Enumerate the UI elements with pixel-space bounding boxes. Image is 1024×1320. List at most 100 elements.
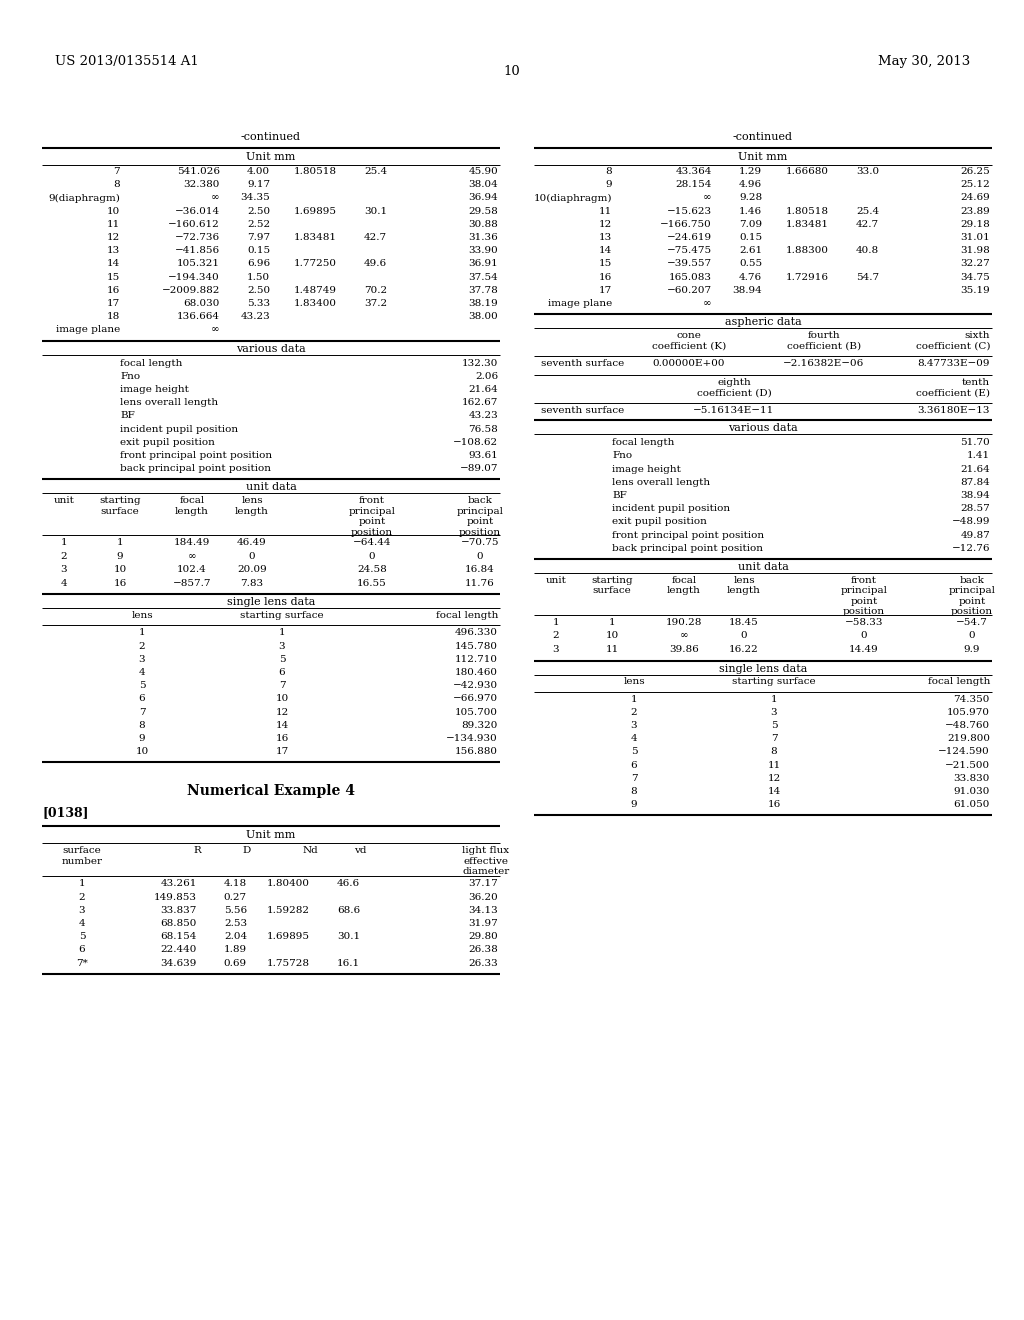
Text: 10: 10 [504,65,520,78]
Text: 3: 3 [79,906,85,915]
Text: front principal point position: front principal point position [612,531,764,540]
Text: Numerical Example 4: Numerical Example 4 [187,784,355,799]
Text: ∞: ∞ [703,300,712,308]
Text: 7.83: 7.83 [241,579,263,587]
Text: BF: BF [120,412,135,420]
Text: −36.014: −36.014 [175,207,220,215]
Text: 2: 2 [79,892,85,902]
Text: 1.80518: 1.80518 [786,207,829,215]
Text: 1: 1 [279,628,286,638]
Text: focal length: focal length [928,677,990,686]
Text: image plane: image plane [55,326,120,334]
Text: −166.750: −166.750 [660,220,712,228]
Text: 1.50: 1.50 [247,273,270,281]
Text: 1.75728: 1.75728 [267,958,310,968]
Text: 496.330: 496.330 [455,628,498,638]
Text: -continued: -continued [241,132,301,143]
Text: 1.83481: 1.83481 [294,234,337,242]
Text: 136.664: 136.664 [177,313,220,321]
Text: 3.36180E−13: 3.36180E−13 [918,407,990,416]
Text: 13: 13 [106,247,120,255]
Text: Unit mm: Unit mm [247,830,296,841]
Text: 29.18: 29.18 [961,220,990,228]
Text: 1: 1 [608,618,615,627]
Text: 4.76: 4.76 [739,273,762,281]
Text: lens: lens [131,611,153,620]
Text: 42.7: 42.7 [364,234,387,242]
Text: 1.59282: 1.59282 [267,906,310,915]
Text: ∞: ∞ [211,194,220,202]
Text: 43.364: 43.364 [676,168,712,176]
Text: 2.06: 2.06 [475,372,498,380]
Text: unit: unit [53,496,75,506]
Text: −72.736: −72.736 [175,234,220,242]
Text: 11: 11 [605,645,618,653]
Text: 11.76: 11.76 [465,579,495,587]
Text: 22.440: 22.440 [161,945,197,954]
Text: 23.89: 23.89 [961,207,990,215]
Text: 9(diaphragm): 9(diaphragm) [48,194,120,202]
Text: D: D [243,846,251,855]
Text: 28.154: 28.154 [676,181,712,189]
Text: ∞: ∞ [680,631,688,640]
Text: 14: 14 [767,787,780,796]
Text: 15: 15 [599,260,612,268]
Text: 2.52: 2.52 [247,220,270,228]
Text: −24.619: −24.619 [667,234,712,242]
Text: 33.90: 33.90 [468,247,498,255]
Text: −124.590: −124.590 [938,747,990,756]
Text: −134.930: −134.930 [446,734,498,743]
Text: back
principal
point
position: back principal point position [457,496,504,537]
Text: 3: 3 [631,721,637,730]
Text: [0138]: [0138] [42,807,88,820]
Text: −70.75: −70.75 [461,539,500,548]
Text: 10(diaphragm): 10(diaphragm) [534,194,612,202]
Text: May 30, 2013: May 30, 2013 [878,55,970,69]
Text: focal
length: focal length [175,496,209,516]
Text: 5.33: 5.33 [247,300,270,308]
Text: 8: 8 [605,168,612,176]
Text: 9: 9 [138,734,145,743]
Text: 16.55: 16.55 [357,579,387,587]
Text: 12: 12 [599,220,612,228]
Text: 21.64: 21.64 [961,465,990,474]
Text: 10: 10 [106,207,120,215]
Text: ∞: ∞ [703,194,712,202]
Text: incident pupil position: incident pupil position [120,425,239,433]
Text: 0: 0 [740,631,748,640]
Text: 1.83400: 1.83400 [294,300,337,308]
Text: −41.856: −41.856 [175,247,220,255]
Text: 165.083: 165.083 [669,273,712,281]
Text: 0.27: 0.27 [224,892,247,902]
Text: 91.030: 91.030 [953,787,990,796]
Text: image height: image height [612,465,681,474]
Text: 31.98: 31.98 [961,247,990,255]
Text: front principal point position: front principal point position [120,451,272,459]
Text: 1: 1 [631,694,637,704]
Text: 5: 5 [138,681,145,690]
Text: 5: 5 [631,747,637,756]
Text: 1: 1 [771,694,777,704]
Text: 68.850: 68.850 [161,919,197,928]
Text: ∞: ∞ [187,552,197,561]
Text: lens: lens [624,677,645,686]
Text: 70.2: 70.2 [364,286,387,294]
Text: cone
coefficient (K): cone coefficient (K) [652,331,726,351]
Text: starting surface: starting surface [241,611,324,620]
Text: −66.970: −66.970 [453,694,498,704]
Text: 10: 10 [114,565,127,574]
Text: 35.19: 35.19 [961,286,990,294]
Text: 8.47733E−09: 8.47733E−09 [918,359,990,368]
Text: 105.970: 105.970 [947,708,990,717]
Text: 6: 6 [631,760,637,770]
Text: 15: 15 [106,273,120,281]
Text: 7.97: 7.97 [247,234,270,242]
Text: 4.18: 4.18 [224,879,247,888]
Text: 156.880: 156.880 [455,747,498,756]
Text: 3: 3 [771,708,777,717]
Text: 25.4: 25.4 [364,168,387,176]
Text: 61.050: 61.050 [953,800,990,809]
Text: −108.62: −108.62 [453,438,498,446]
Text: 0: 0 [969,631,975,640]
Text: 39.86: 39.86 [669,645,698,653]
